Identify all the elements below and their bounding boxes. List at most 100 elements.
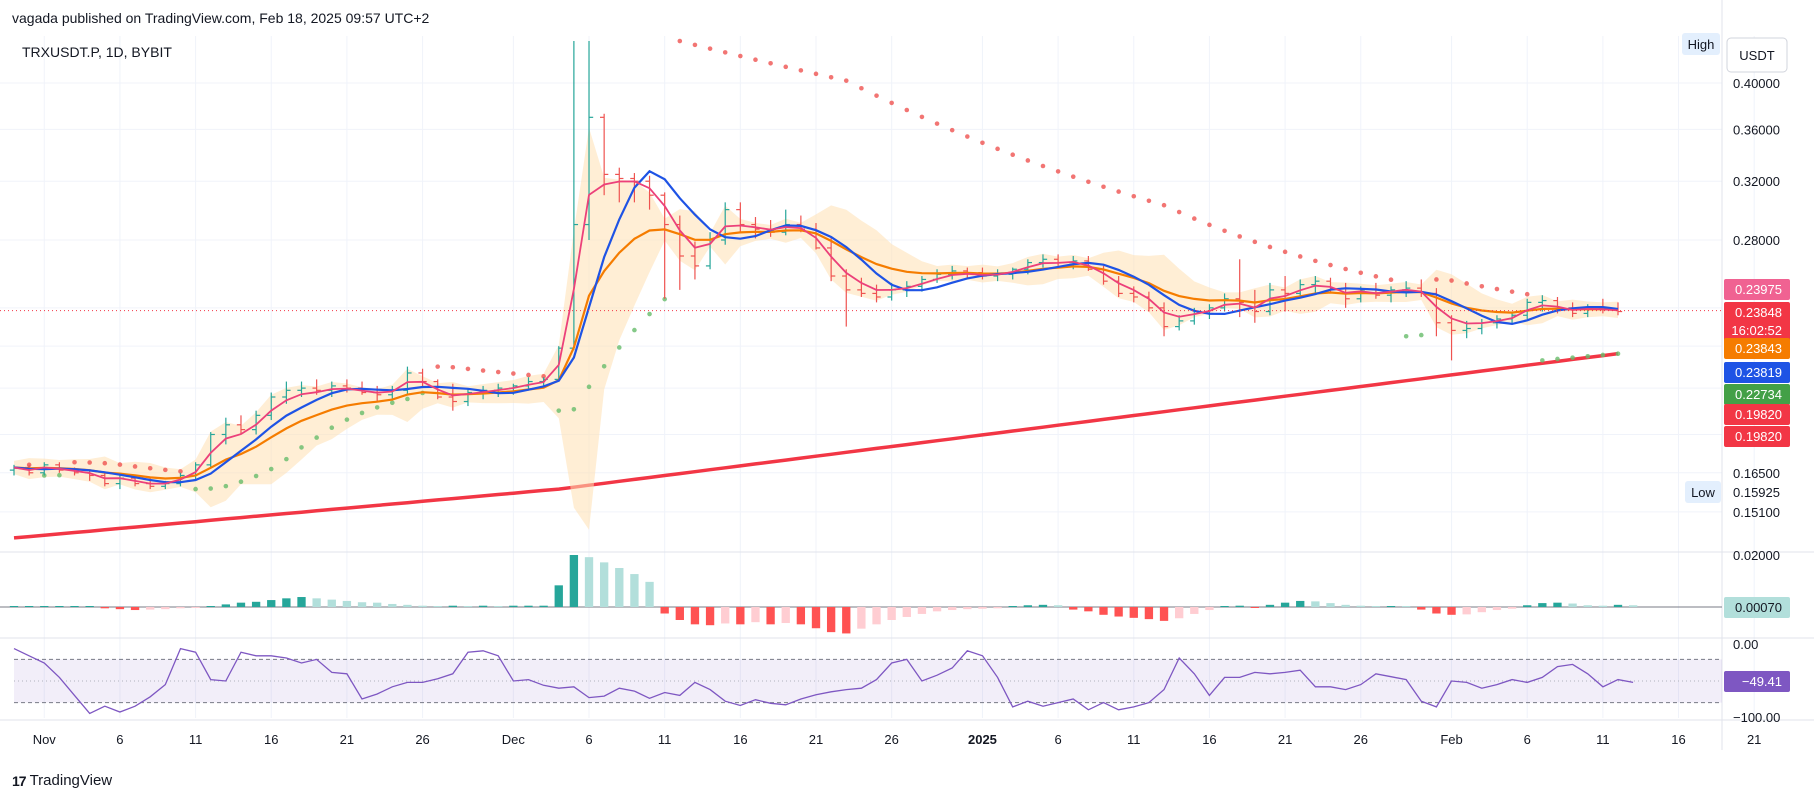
sar-dot bbox=[586, 384, 592, 390]
sar-dot bbox=[677, 38, 683, 44]
macd-bar bbox=[463, 606, 473, 607]
macd-bar bbox=[1417, 607, 1426, 610]
brand-name: TradingView bbox=[29, 772, 113, 789]
macd-bar bbox=[100, 607, 109, 609]
high-label-bg bbox=[1682, 33, 1720, 55]
time-tick-label: 26 bbox=[884, 732, 898, 747]
macd-bar bbox=[615, 568, 624, 607]
macd-bar bbox=[40, 606, 49, 607]
sar-dot bbox=[1131, 193, 1137, 199]
price-tag bbox=[1724, 426, 1790, 447]
macd-bar bbox=[357, 602, 367, 607]
macd-bar bbox=[1250, 607, 1259, 608]
macd-bar bbox=[1523, 605, 1532, 607]
low-label-bg bbox=[1685, 481, 1721, 503]
sar-dot bbox=[1540, 358, 1545, 363]
sar-dot bbox=[1343, 266, 1348, 272]
sar-dot bbox=[601, 364, 607, 369]
macd-bar bbox=[206, 606, 215, 607]
macd-bar bbox=[1447, 607, 1456, 615]
grid-lines bbox=[0, 0, 1814, 750]
ma-long-line bbox=[13, 351, 1619, 540]
macd-bar bbox=[1235, 605, 1244, 607]
sar-dot bbox=[1161, 202, 1167, 208]
macd-bar bbox=[55, 606, 64, 607]
macd-bar bbox=[675, 607, 684, 620]
macd-bar bbox=[221, 604, 231, 607]
macd-bar bbox=[1311, 601, 1320, 607]
macd-bar bbox=[448, 605, 457, 607]
blue-ma-line bbox=[13, 169, 1619, 484]
macd-bar bbox=[24, 606, 34, 607]
sar-dot bbox=[314, 435, 319, 440]
symbol-title[interactable]: TRXUSDT.P, 1D, BYBIT bbox=[22, 44, 172, 60]
macd-bar bbox=[1371, 606, 1381, 607]
macd-histogram-pane: 0.02000 0.00070 bbox=[0, 548, 1790, 634]
sar-dot bbox=[1282, 249, 1288, 255]
time-axis[interactable]: Nov 6 11 16 21 26 Dec 6 11 16 21 26 2025 6 11 16 21 26 Feb… bbox=[33, 732, 1762, 747]
macd-bar bbox=[1175, 607, 1184, 619]
sar-dot bbox=[722, 50, 728, 55]
macd-bar bbox=[1432, 607, 1441, 614]
macd-bar bbox=[660, 607, 669, 614]
macd-bar bbox=[781, 607, 790, 624]
sar-dot bbox=[435, 364, 440, 369]
macd-bar bbox=[1507, 607, 1517, 609]
sar-dot bbox=[1267, 244, 1273, 250]
oscillator-pane: 0.00 −100.00 −49.41 bbox=[13, 637, 1790, 725]
sar-dot bbox=[72, 459, 77, 465]
sar-dot bbox=[1207, 222, 1212, 228]
macd-bar bbox=[433, 606, 442, 607]
macd-bar bbox=[766, 607, 775, 625]
time-tick-label: 6 bbox=[116, 732, 123, 747]
currency-button[interactable] bbox=[1726, 37, 1788, 73]
sar-dot bbox=[1555, 356, 1560, 362]
sar-dot bbox=[1086, 179, 1091, 185]
sar-dot bbox=[450, 364, 456, 370]
sar-dot bbox=[208, 486, 214, 491]
macd-bar bbox=[1008, 606, 1017, 607]
macd-bar bbox=[599, 562, 609, 607]
sar-dot bbox=[1600, 352, 1606, 358]
macd-bar bbox=[751, 607, 760, 623]
sar-dot bbox=[859, 85, 864, 91]
macd-bar bbox=[630, 574, 639, 607]
price-tag bbox=[1724, 404, 1790, 425]
sar-dot bbox=[1297, 254, 1303, 259]
sar-dot bbox=[1449, 278, 1454, 283]
price-tag bbox=[1724, 338, 1790, 359]
sar-dot bbox=[874, 93, 879, 98]
price-tag-label: 0.22734 bbox=[1735, 387, 1782, 402]
macd-bar bbox=[705, 607, 715, 626]
macd-bar bbox=[736, 607, 745, 625]
sar-dot bbox=[1494, 286, 1500, 292]
sar-dot bbox=[163, 467, 168, 473]
macd-bar bbox=[569, 555, 579, 607]
currency-label[interactable]: USDT bbox=[1739, 48, 1774, 63]
time-tick-label: 21 bbox=[1747, 732, 1761, 747]
sar-dot bbox=[1358, 270, 1364, 276]
sar-dot bbox=[783, 64, 789, 70]
sar-dot bbox=[738, 53, 743, 59]
time-tick-label: 16 bbox=[1202, 732, 1216, 747]
oscillator-value-label: −49.41 bbox=[1742, 674, 1782, 689]
sar-dot bbox=[495, 369, 501, 375]
price-tag-label: 0.19820 bbox=[1735, 407, 1782, 422]
sar-dot bbox=[541, 374, 546, 379]
macd-bar bbox=[267, 600, 276, 607]
footer-brand[interactable]: 17 TradingView bbox=[12, 772, 112, 789]
sar-dot bbox=[344, 417, 350, 422]
macd-bar bbox=[539, 605, 548, 607]
macd-tick-label: 0.02000 bbox=[1733, 548, 1780, 563]
macd-bar bbox=[917, 607, 927, 614]
macd-bar bbox=[948, 607, 957, 611]
ma-long-series bbox=[13, 351, 1619, 540]
high-label: High bbox=[1688, 37, 1715, 52]
macd-bar bbox=[524, 605, 533, 607]
price-tick-label: 0.16500 bbox=[1733, 466, 1780, 481]
sar-dot bbox=[193, 486, 198, 492]
macd-bar bbox=[932, 607, 942, 612]
price-axis[interactable]: 0.40000 0.36000 0.32000 0.28000 0.16500 0.151… bbox=[1724, 76, 1790, 520]
sar-dot bbox=[1176, 209, 1182, 215]
